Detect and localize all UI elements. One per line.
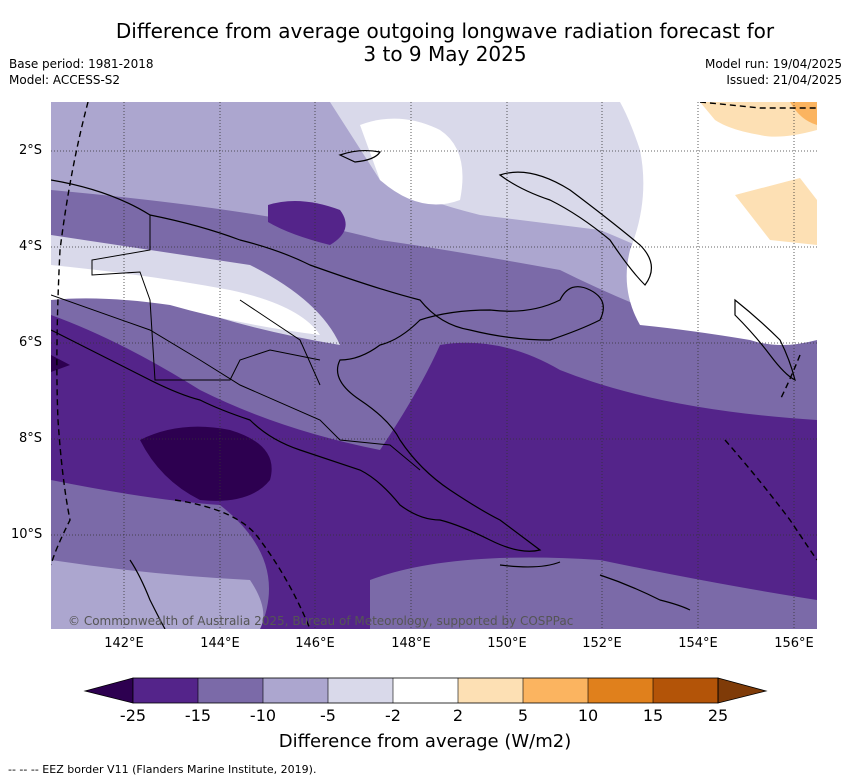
copyright-notice: © Commonwealth of Australia 2025, Bureau… [68, 614, 574, 628]
coastlines [51, 149, 796, 629]
colorbar-tick: 10 [577, 706, 599, 725]
admin-borders [51, 215, 421, 471]
colorbar-title: Difference from average (W/m2) [278, 731, 572, 752]
contour-positive-ne [700, 102, 817, 137]
graticule [51, 102, 817, 629]
colorbar-extend-high [717, 677, 768, 704]
colorbar-tick: -10 [249, 706, 277, 725]
bougainville-coast [734, 298, 796, 382]
lon-label-152e: 152°E [582, 636, 622, 651]
base-period: Base period: 1981-2018 [9, 57, 154, 71]
lon-label-146e: 146°E [295, 636, 335, 651]
contour-white-east [620, 102, 817, 345]
contour-darkest-core [140, 426, 272, 501]
colorbar-tick: 15 [642, 706, 664, 725]
new-guinea-coast [51, 179, 604, 552]
lat-label-4s: 4°S [19, 239, 43, 254]
island-coast-southeast [599, 574, 691, 611]
lat-label-10s: 10°S [11, 527, 43, 542]
colorbar [83, 677, 768, 704]
contour-southwest-light [51, 560, 264, 629]
model-run: Model run: 19/04/2025 [704, 57, 842, 71]
new-britain-coast [498, 171, 652, 286]
colorbar-tick: 2 [452, 706, 464, 725]
colorbar-bin-3 [263, 678, 328, 703]
eez-border-northeast [699, 102, 817, 109]
colorbar-bin-5 [393, 678, 458, 703]
province-border-1 [91, 215, 321, 381]
lon-label-154e: 154°E [678, 636, 718, 651]
province-border-2 [51, 294, 421, 471]
map-panel [51, 102, 817, 629]
colorbar-bin-2 [198, 678, 263, 703]
colorbar-extend-low [83, 677, 134, 704]
colorbar-bin-6 [458, 678, 523, 703]
colorbar-bin-4 [328, 678, 393, 703]
lon-label-148e: 148°E [391, 636, 431, 651]
island-coast-south [499, 561, 561, 568]
lat-label-8s: 8°S [19, 431, 43, 446]
lat-label-6s: 6°S [19, 335, 43, 350]
colorbar-tick: 5 [517, 706, 529, 725]
manus-coast [338, 149, 381, 163]
colorbar-tick: -15 [184, 706, 212, 725]
contour-darkest-edge [51, 355, 70, 372]
colorbar-dividers [197, 678, 654, 703]
colorbar-bin-1 [133, 678, 198, 703]
title-line-1: Difference from average outgoing longwav… [115, 19, 775, 43]
model-name: Model: ACCESS-S2 [9, 73, 121, 87]
colorbar-tick: -2 [385, 706, 401, 725]
colorbar-bin-7 [523, 678, 588, 703]
meta-right: Model run: 19/04/2025 Issued: 21/04/2025 [705, 56, 842, 88]
colorbar-tick: 25 [707, 706, 729, 725]
issued-date: Issued: 21/04/2025 [726, 73, 842, 87]
contour-north-dark-patch [268, 201, 346, 245]
lon-label-142e: 142°E [104, 636, 144, 651]
colorbar-tick: -25 [119, 706, 147, 725]
title-line-2: 3 to 9 May 2025 [363, 42, 527, 66]
province-border-3 [239, 299, 321, 386]
contour-west-white [51, 265, 320, 335]
eez-border-east-2 [779, 354, 801, 401]
eez-borders [51, 102, 817, 629]
contour-south-medium [370, 557, 817, 629]
meta-left: Base period: 1981-2018 Model: ACCESS-S2 [9, 56, 154, 88]
lon-label-156e: 156°E [774, 636, 814, 651]
lat-label-2s: 2°S [19, 143, 43, 158]
cape-york-coast [129, 559, 166, 629]
map-title: Difference from average outgoing longwav… [95, 20, 795, 66]
colorbar-bin-8 [588, 678, 653, 703]
lon-label-144e: 144°E [200, 636, 240, 651]
eez-footnote: -- -- -- EEZ border V11 (Flanders Marine… [8, 763, 317, 776]
colorbar-tick: -5 [320, 706, 336, 725]
eez-border-west [51, 102, 89, 566]
contour-white-north [360, 118, 463, 205]
colorbar-outline [132, 677, 719, 704]
colorbar-bin-9 [653, 678, 718, 703]
contour-positive-east [735, 178, 817, 245]
lon-label-150e: 150°E [487, 636, 527, 651]
